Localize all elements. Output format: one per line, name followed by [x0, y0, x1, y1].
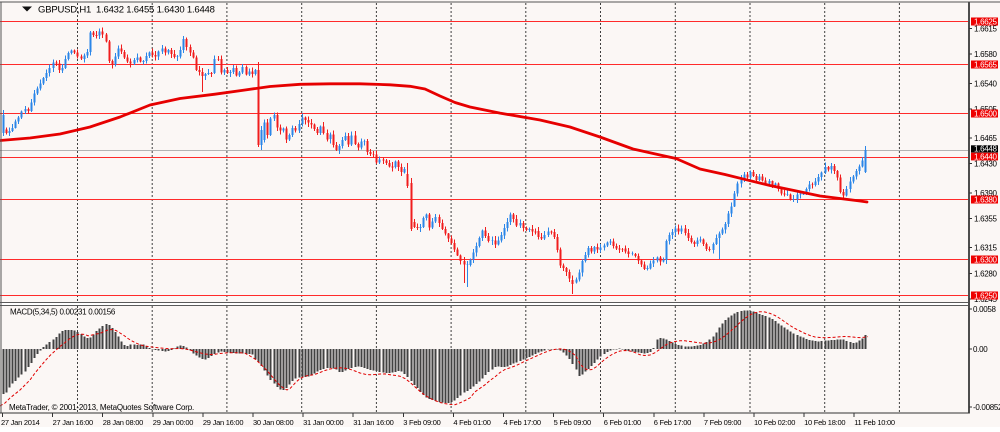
- svg-text:1.6380: 1.6380: [974, 196, 998, 205]
- svg-text:0.0058: 0.0058: [973, 305, 997, 314]
- svg-text:1.6565: 1.6565: [974, 61, 998, 70]
- svg-text:31 Jan 00:00: 31 Jan 00:00: [303, 418, 343, 427]
- svg-text:1.6465: 1.6465: [974, 134, 998, 143]
- svg-text:0.00: 0.00: [973, 345, 988, 354]
- svg-text:28 Jan 08:00: 28 Jan 08:00: [103, 418, 143, 427]
- svg-text:29 Jan 16:00: 29 Jan 16:00: [203, 418, 243, 427]
- svg-text:1.6280: 1.6280: [974, 269, 998, 278]
- svg-text:1.6540: 1.6540: [974, 79, 998, 88]
- svg-text:10 Feb 02:00: 10 Feb 02:00: [754, 418, 795, 427]
- svg-text:1.6355: 1.6355: [974, 215, 998, 224]
- svg-text:6 Feb 17:00: 6 Feb 17:00: [654, 418, 691, 427]
- svg-text:1.6448: 1.6448: [974, 145, 998, 154]
- svg-text:GBPUSD,H1 1.6432 1.6455 1.643: GBPUSD,H1 1.6432 1.6455 1.6430 1.6448: [38, 4, 215, 15]
- svg-text:1.6500: 1.6500: [974, 110, 998, 119]
- svg-text:27 Jan 2014: 27 Jan 2014: [1, 418, 40, 427]
- svg-text:1.6580: 1.6580: [974, 50, 998, 59]
- svg-text:7 Feb 09:00: 7 Feb 09:00: [704, 418, 741, 427]
- svg-text:1.6250: 1.6250: [974, 292, 998, 301]
- svg-text:1.6315: 1.6315: [974, 244, 998, 253]
- svg-text:3 Feb 09:00: 3 Feb 09:00: [403, 418, 440, 427]
- svg-text:1.6300: 1.6300: [974, 256, 998, 265]
- svg-text:11 Feb 10:00: 11 Feb 10:00: [854, 418, 895, 427]
- svg-text:4 Feb 17:00: 4 Feb 17:00: [504, 418, 541, 427]
- svg-text:30 Jan 08:00: 30 Jan 08:00: [253, 418, 293, 427]
- svg-text:1.6440: 1.6440: [974, 153, 998, 162]
- svg-text:MetaTrader, © 2001-2013, MetaQ: MetaTrader, © 2001-2013, MetaQuotes Soft…: [9, 403, 194, 412]
- svg-text:31 Jan 16:00: 31 Jan 16:00: [353, 418, 393, 427]
- svg-text:10 Feb 18:00: 10 Feb 18:00: [804, 418, 845, 427]
- svg-text:5 Feb 09:00: 5 Feb 09:00: [554, 418, 591, 427]
- svg-text:29 Jan 00:00: 29 Jan 00:00: [153, 418, 193, 427]
- svg-text:4 Feb 01:00: 4 Feb 01:00: [453, 418, 490, 427]
- svg-text:27 Jan 16:00: 27 Jan 16:00: [53, 418, 93, 427]
- svg-text:1.6625: 1.6625: [974, 18, 998, 27]
- svg-text:6 Feb 01:00: 6 Feb 01:00: [604, 418, 641, 427]
- svg-text:-0.00852: -0.00852: [973, 403, 1000, 412]
- svg-text:MACD(5,34,5) 0.00231 0.00156: MACD(5,34,5) 0.00231 0.00156: [10, 308, 116, 317]
